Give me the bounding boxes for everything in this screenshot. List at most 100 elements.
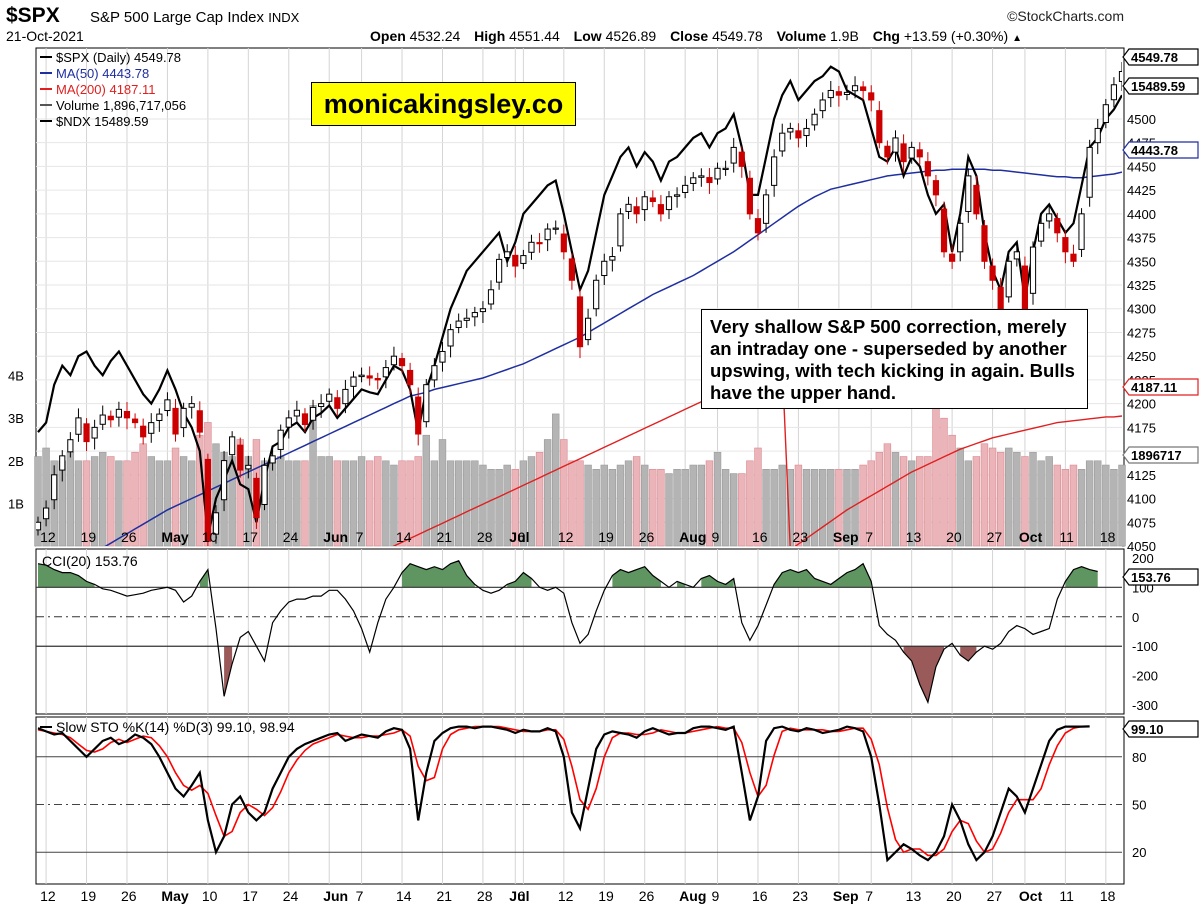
candle-body xyxy=(148,422,155,434)
volume-bar xyxy=(42,447,50,547)
triangle-up-icon: ▲ xyxy=(1012,33,1023,44)
x-tick-label-bottom: 20 xyxy=(946,888,962,904)
volume-bar xyxy=(907,460,916,547)
volume-bar xyxy=(147,456,155,547)
volume-tick-label: 4B xyxy=(8,369,24,384)
candle-body xyxy=(900,143,907,163)
candle-body xyxy=(989,265,996,281)
volume-bar xyxy=(34,456,42,547)
candle-body xyxy=(431,365,438,381)
candle-body xyxy=(358,374,365,378)
candle-body xyxy=(42,507,50,520)
candle-body xyxy=(1078,213,1085,250)
volume-bar xyxy=(1069,464,1078,547)
volume-bar xyxy=(414,456,422,547)
cci-oversold-fill xyxy=(224,646,233,697)
cci-overbought-fill xyxy=(38,563,95,588)
candle-body xyxy=(229,436,236,456)
candle-body xyxy=(584,317,592,341)
sto-tick-label: 80 xyxy=(1132,750,1146,765)
candle-body xyxy=(204,458,211,542)
candle-body xyxy=(811,113,818,126)
volume-bar xyxy=(301,460,309,547)
y-tick-label: 4125 xyxy=(1127,468,1156,483)
candle-body xyxy=(253,477,260,519)
volume-bar xyxy=(503,464,511,547)
candle-body xyxy=(99,414,106,425)
volume-tick-label: 2B xyxy=(8,454,24,469)
x-tick-label-bottom: Jun xyxy=(323,888,348,904)
x-tick-label-bottom: May xyxy=(161,888,188,904)
x-tick-label-bottom: Aug xyxy=(679,888,706,904)
candle-body xyxy=(188,403,195,408)
x-tick-label: 26 xyxy=(639,529,655,545)
volume-bar xyxy=(948,434,956,547)
x-tick-label: 17 xyxy=(242,529,258,545)
candle-body xyxy=(940,208,948,253)
y-tick-label: 4450 xyxy=(1127,159,1156,174)
x-tick-label-bottom: 12 xyxy=(40,888,56,904)
volume-bar xyxy=(1061,469,1070,547)
candle-body xyxy=(673,194,681,197)
candle-body xyxy=(164,399,171,412)
candle-body xyxy=(350,376,357,387)
volume-bar xyxy=(155,460,164,547)
candle-body xyxy=(827,89,834,99)
x-tick-label: 6 xyxy=(517,529,525,545)
volume-bar xyxy=(268,460,277,547)
candle-body xyxy=(390,355,398,366)
volume-bar xyxy=(325,456,333,547)
candle-body xyxy=(463,317,470,321)
x-tick-label-bottom: 16 xyxy=(752,888,768,904)
candle-body xyxy=(868,92,875,101)
volume-bar xyxy=(827,469,835,547)
legend-entry: $NDX 15489.59 xyxy=(56,114,149,129)
x-tick-label-bottom: 14 xyxy=(396,888,412,904)
brand-label: ©StockCharts.com xyxy=(1007,8,1124,24)
y-tick-label: 4375 xyxy=(1127,231,1156,246)
volume-bar xyxy=(1045,456,1053,547)
legend-entry: $SPX (Daily) 4549.78 xyxy=(56,50,181,65)
ohlc-readout: Open 4532.24 High 4551.44 Low 4526.89 Cl… xyxy=(370,28,1023,44)
volume-bar xyxy=(365,460,374,547)
candle-body xyxy=(1029,246,1037,294)
volume-bar xyxy=(956,447,964,547)
volume-bar xyxy=(293,460,301,547)
x-tick-label-bottom: 26 xyxy=(121,888,137,904)
candle-body xyxy=(746,177,753,215)
y-tick-label: 4300 xyxy=(1127,302,1156,317)
candle-body xyxy=(665,196,673,211)
cci-tick-label: 200 xyxy=(1132,551,1154,566)
cci-oversold-fill xyxy=(903,646,944,703)
volume-bar xyxy=(446,460,455,547)
candle-body xyxy=(593,279,600,310)
y-tick-label: 4275 xyxy=(1127,325,1156,340)
x-tick-label: 19 xyxy=(81,529,97,545)
candle-body xyxy=(237,444,244,471)
volume-bar xyxy=(543,439,552,547)
volume-bar xyxy=(1021,456,1029,547)
x-tick-label-bottom: 17 xyxy=(242,888,258,904)
candle-body xyxy=(398,358,406,367)
volume-bar xyxy=(778,464,786,547)
volume-bar xyxy=(1085,460,1094,547)
x-tick-label: 23 xyxy=(792,529,808,545)
candle-body xyxy=(1038,222,1045,242)
candle-body xyxy=(609,256,616,261)
candle-body xyxy=(1118,70,1122,82)
candle-body xyxy=(787,127,794,133)
watermark-banner: monicakingsley.co xyxy=(311,82,576,126)
candle-body xyxy=(59,455,66,471)
x-tick-label-bottom: Oct xyxy=(1019,888,1043,904)
sto-last-tag: 99.10 xyxy=(1131,722,1164,737)
candle-body xyxy=(423,384,430,423)
ma200-tag: 4187.11 xyxy=(1131,380,1177,395)
volume-bar xyxy=(1029,451,1037,547)
last-price-tag-box xyxy=(1122,48,1199,66)
candle-body xyxy=(795,130,802,139)
volume-bar xyxy=(171,447,180,547)
candle-body xyxy=(835,91,842,96)
volume-bar xyxy=(471,460,479,547)
volume-bar xyxy=(996,451,1005,547)
candle-body xyxy=(36,521,42,531)
